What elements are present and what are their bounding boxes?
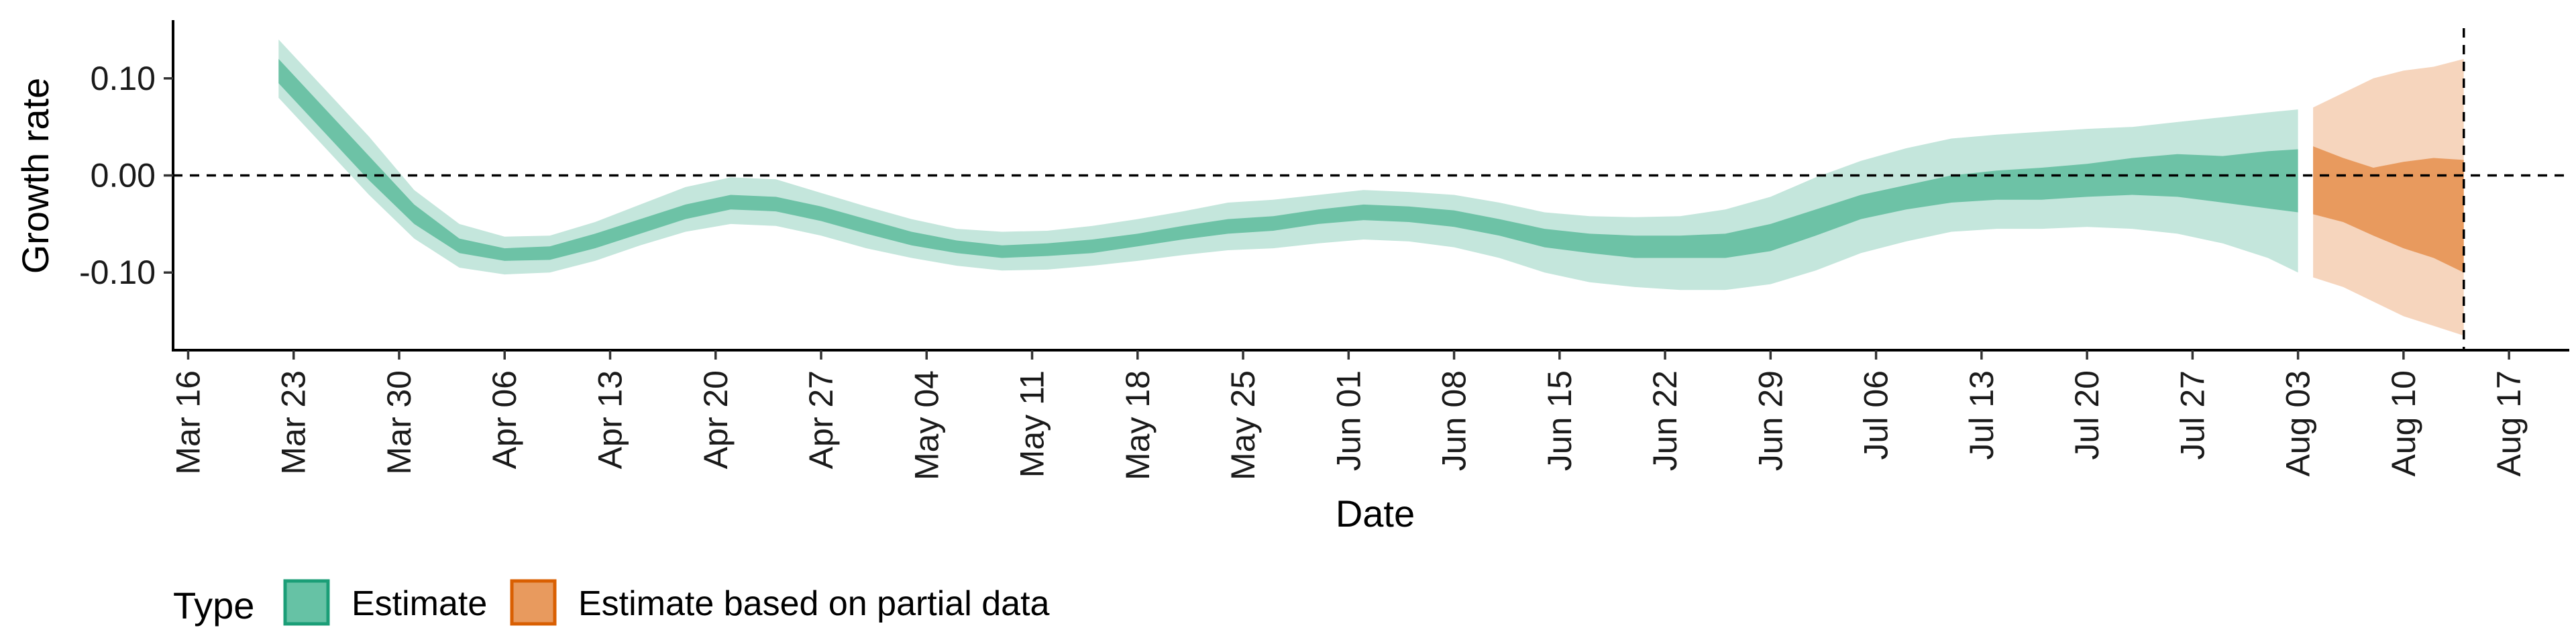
x-tick-label: May 25 xyxy=(1224,370,1262,480)
x-tick-label: May 11 xyxy=(1014,370,1051,478)
x-tick-label: Jun 01 xyxy=(1330,370,1367,471)
x-tick-label: Apr 13 xyxy=(591,370,629,469)
y-tick-label: -0.10 xyxy=(79,254,156,291)
legend-title: Type xyxy=(173,584,254,627)
x-tick-label: Jun 29 xyxy=(1752,370,1789,471)
band-inner-estimate xyxy=(278,58,2298,261)
y-axis-ticks: 0.10 0.00 -0.10 xyxy=(79,60,173,291)
x-tick-label: Mar 16 xyxy=(169,370,207,475)
x-axis-ticks: Mar 16 Mar 23 Mar 30 Apr 06 Apr 13 Apr 20 Apr … xyxy=(169,350,2528,480)
x-tick-label: Jul 06 xyxy=(1858,370,1895,460)
x-tick-label: Jun 08 xyxy=(1436,370,1473,471)
legend: Type Estimate Estimate based on partial … xyxy=(173,579,1050,627)
x-axis-title: Date xyxy=(1336,492,1415,535)
y-tick-label: 0.10 xyxy=(91,60,156,97)
legend-key-partial xyxy=(510,579,557,626)
x-tick-label: Jun 15 xyxy=(1541,370,1578,471)
x-tick-label: Aug 10 xyxy=(2385,370,2422,476)
axes xyxy=(172,20,2569,352)
bands-layer xyxy=(278,39,2464,336)
x-tick-label: Aug 03 xyxy=(2279,370,2317,476)
x-tick-label: Jul 20 xyxy=(2068,370,2106,460)
x-tick-label: Apr 06 xyxy=(486,370,523,469)
x-tick-label: Apr 27 xyxy=(802,370,840,469)
legend-label-estimate: Estimate xyxy=(352,584,487,623)
band-outer-estimate xyxy=(278,39,2298,290)
x-tick-label: Mar 23 xyxy=(275,370,313,475)
x-tick-label: May 04 xyxy=(908,370,945,480)
band-inner-partial xyxy=(2313,146,2464,273)
x-tick-label: May 18 xyxy=(1119,370,1157,480)
y-axis-title: Growth rate xyxy=(14,78,56,274)
legend-label-partial: Estimate based on partial data xyxy=(578,584,1050,623)
x-tick-label: Jun 22 xyxy=(1646,370,1684,471)
legend-key-estimate xyxy=(283,579,330,626)
x-tick-label: Jul 27 xyxy=(2174,370,2211,460)
x-tick-label: Apr 20 xyxy=(697,370,735,469)
y-tick-label: 0.00 xyxy=(91,157,156,195)
reference-lines xyxy=(173,28,2569,350)
x-tick-label: Jul 13 xyxy=(1963,370,2000,460)
x-tick-label: Aug 17 xyxy=(2490,370,2528,476)
x-tick-label: Mar 30 xyxy=(380,370,418,475)
